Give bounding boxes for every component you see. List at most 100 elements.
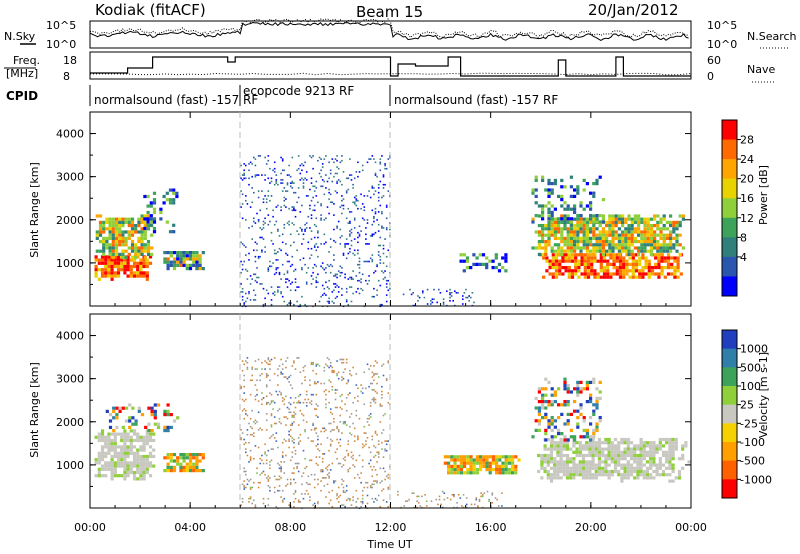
data-cell xyxy=(550,438,554,442)
data-cell xyxy=(341,271,343,274)
noise-panel-frame xyxy=(89,20,692,49)
data-cell xyxy=(617,214,621,218)
data-cell xyxy=(297,400,300,402)
data-cell xyxy=(294,449,297,452)
ytick-label: 3000 xyxy=(56,373,84,386)
data-cell xyxy=(368,414,370,417)
data-cell xyxy=(280,477,282,479)
data-cell xyxy=(569,185,573,189)
data-cell xyxy=(275,206,278,208)
data-cell xyxy=(291,416,294,418)
data-cell xyxy=(132,258,137,262)
data-cell xyxy=(325,393,327,396)
data-cell xyxy=(569,412,573,416)
data-cell xyxy=(604,460,608,464)
data-cell xyxy=(331,429,334,431)
data-cell xyxy=(248,177,250,180)
data-cell xyxy=(544,224,548,228)
data-cell xyxy=(323,292,326,295)
data-cell xyxy=(379,169,382,172)
data-cell xyxy=(110,258,114,262)
data-cell xyxy=(269,220,271,223)
data-cell xyxy=(254,398,257,401)
data-cell xyxy=(382,244,385,247)
data-cell xyxy=(514,468,518,472)
data-cell xyxy=(371,438,374,441)
data-cell xyxy=(305,283,308,285)
data-cell xyxy=(385,443,388,446)
data-cell xyxy=(112,406,116,410)
data-cell xyxy=(466,455,470,459)
data-cell xyxy=(334,286,337,288)
data-cell xyxy=(143,233,147,237)
data-cell xyxy=(589,220,593,224)
data-cell xyxy=(406,500,409,502)
data-cell xyxy=(576,233,580,237)
data-cell xyxy=(94,258,98,262)
data-cell xyxy=(387,505,390,508)
data-cell xyxy=(328,422,330,425)
data-cell xyxy=(361,203,364,205)
data-cell xyxy=(283,199,286,202)
data-cell xyxy=(355,373,358,375)
data-cell xyxy=(612,259,616,263)
data-cell xyxy=(269,489,271,492)
data-cell xyxy=(560,214,564,218)
data-cell xyxy=(262,397,265,399)
data-cell xyxy=(328,287,330,290)
data-cell xyxy=(94,461,98,465)
data-cell xyxy=(629,453,634,458)
data-cell xyxy=(542,253,546,257)
data-cell xyxy=(560,236,564,240)
data-cell xyxy=(565,444,570,448)
data-cell xyxy=(132,271,137,275)
data-cell xyxy=(355,459,358,462)
data-cell xyxy=(562,460,566,464)
data-cell xyxy=(253,156,255,159)
data-cell xyxy=(581,463,586,467)
data-cell xyxy=(321,179,324,181)
data-cell xyxy=(145,271,149,275)
data-cell xyxy=(439,292,442,294)
data-cell xyxy=(261,429,263,431)
data-cell xyxy=(325,217,327,220)
data-cell xyxy=(450,464,454,468)
data-cell xyxy=(488,464,492,468)
data-cell xyxy=(277,489,279,492)
data-cell xyxy=(660,266,664,270)
data-cell xyxy=(334,275,337,277)
data-cell xyxy=(142,438,146,443)
data-cell xyxy=(620,476,624,480)
data-cell xyxy=(326,473,329,476)
data-cell xyxy=(625,269,629,273)
data-cell xyxy=(166,267,170,271)
data-cell xyxy=(317,405,319,407)
data-cell xyxy=(379,244,382,247)
data-cell xyxy=(479,461,483,465)
data-cell xyxy=(248,252,250,255)
data-cell xyxy=(249,161,252,164)
data-cell xyxy=(269,486,271,489)
data-cell xyxy=(264,368,266,370)
data-cell xyxy=(491,259,495,263)
data-cell xyxy=(267,267,270,269)
data-cell xyxy=(485,256,489,260)
data-cell xyxy=(595,428,599,432)
data-cell xyxy=(565,469,570,474)
data-cell xyxy=(107,442,111,446)
data-cell xyxy=(465,259,470,263)
data-cell xyxy=(371,209,374,212)
data-cell xyxy=(320,382,322,385)
data-cell xyxy=(344,368,346,370)
data-cell xyxy=(134,419,138,423)
data-cell xyxy=(673,272,677,276)
data-cell xyxy=(313,223,316,226)
data-cell xyxy=(541,207,545,211)
data-cell xyxy=(118,243,122,247)
data-cell xyxy=(491,468,495,472)
data-cell xyxy=(113,448,117,452)
data-cell xyxy=(382,429,385,431)
data-cell xyxy=(126,445,130,449)
data-cell xyxy=(257,155,260,157)
